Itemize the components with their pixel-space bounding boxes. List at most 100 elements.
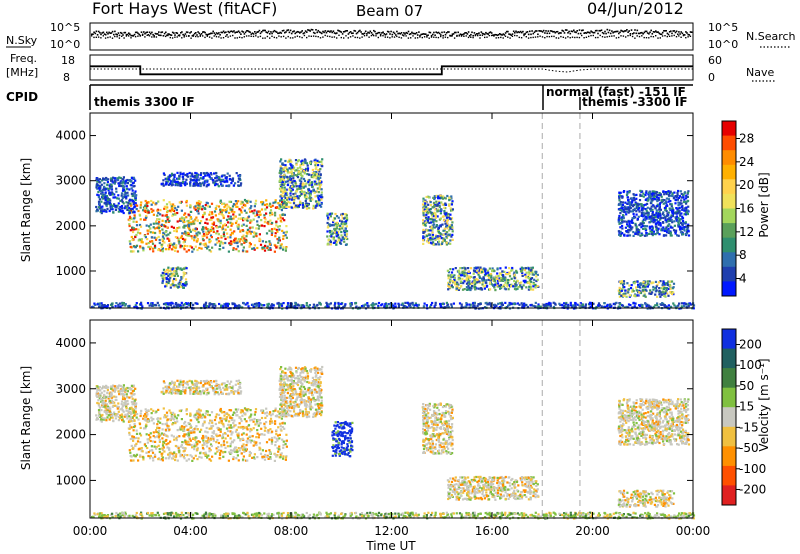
- echo-cell: [622, 294, 625, 297]
- echo-cell: [237, 200, 240, 203]
- echo-cell: [446, 227, 449, 230]
- echo-cell: [207, 245, 210, 248]
- echo-cell: [334, 228, 337, 231]
- search-noise-point: [128, 35, 130, 37]
- search-noise-point: [241, 37, 243, 39]
- echo-cell: [229, 215, 232, 218]
- echo-cell: [283, 213, 286, 216]
- echo-cell: [134, 304, 137, 307]
- echo-cell: [432, 241, 435, 244]
- noise-point: [407, 30, 410, 33]
- echo-cell: [178, 226, 181, 229]
- echo-cell: [230, 218, 233, 221]
- echo-cell: [163, 207, 166, 210]
- echo-cell: [124, 303, 127, 306]
- search-noise-point: [486, 36, 488, 38]
- echo-cell: [524, 276, 528, 279]
- noise-point: [522, 30, 524, 33]
- noise-point: [126, 33, 129, 36]
- echo-cell: [333, 231, 336, 234]
- echo-cell: [629, 207, 632, 210]
- noise-point: [511, 33, 514, 35]
- echo-cell: [261, 224, 264, 227]
- noise-point: [408, 33, 411, 36]
- echo-cell: [308, 184, 311, 187]
- echo-cell: [233, 230, 236, 233]
- echo-cell: [141, 305, 144, 308]
- noise-point: [489, 31, 492, 33]
- noise-point: [626, 29, 628, 31]
- echo-cell: [436, 209, 439, 213]
- echo-cell: [161, 250, 164, 253]
- echo-cell: [135, 208, 138, 211]
- echo-cell: [477, 271, 480, 274]
- echo-cell: [632, 216, 635, 220]
- echo-cell: [271, 204, 274, 207]
- echo-cell: [535, 270, 538, 273]
- noise-point: [448, 31, 450, 33]
- echo-cell: [456, 285, 459, 288]
- noise-point: [123, 31, 125, 34]
- search-noise-point: [604, 36, 606, 38]
- echo-cell: [426, 238, 430, 241]
- echo-cell: [178, 175, 181, 178]
- noise-point: [258, 29, 261, 32]
- echo-cell: [176, 236, 179, 239]
- echo-cell: [115, 187, 118, 190]
- noise-point: [386, 30, 389, 33]
- echo-cell: [180, 216, 184, 219]
- echo-cell: [446, 219, 449, 222]
- echo-cell: [306, 164, 309, 167]
- echo-cell: [521, 274, 524, 277]
- echo-cell: [108, 201, 111, 204]
- echo-cell: [307, 179, 310, 182]
- noise-point: [184, 33, 187, 35]
- noise-point: [486, 32, 488, 35]
- echo-cell: [100, 212, 103, 215]
- noise-point: [599, 30, 602, 32]
- noise-point: [332, 30, 335, 32]
- echo-cell: [175, 270, 178, 273]
- echo-cell: [657, 223, 660, 226]
- echo-cell: [170, 172, 174, 175]
- echo-cell: [341, 217, 344, 220]
- echo-cell: [311, 168, 314, 172]
- echo-cell: [488, 267, 491, 270]
- echo-cell: [468, 281, 471, 284]
- echo-cell: [534, 284, 537, 287]
- noise-point: [675, 30, 678, 33]
- echo-cell: [644, 217, 647, 220]
- search-noise-point: [386, 36, 389, 38]
- noise-point: [213, 32, 216, 34]
- echo-cell: [689, 303, 692, 306]
- search-noise-point: [151, 36, 153, 38]
- echo-cell: [685, 225, 688, 228]
- echo-cell: [192, 220, 195, 223]
- echo-cell: [660, 195, 663, 198]
- noise-point: [551, 30, 553, 32]
- echo-cell: [643, 214, 646, 217]
- echo-cell: [182, 177, 185, 181]
- noise-point: [186, 31, 189, 34]
- search-noise-point: [234, 37, 236, 39]
- echo-cell: [125, 195, 128, 198]
- echo-cell: [94, 303, 97, 306]
- echo-cell: [191, 250, 194, 253]
- echo-cell: [128, 188, 131, 191]
- echo-cell: [241, 206, 244, 209]
- noise-point: [206, 34, 209, 36]
- echo-cell: [100, 209, 103, 212]
- echo-cell: [681, 215, 684, 218]
- echo-cell: [422, 237, 425, 240]
- beam-label: Beam 07: [356, 2, 423, 20]
- noise-point: [677, 33, 679, 36]
- echo-cell: [233, 240, 236, 243]
- noise-point: [143, 31, 145, 33]
- echo-cell: [198, 182, 202, 185]
- echo-cell: [165, 280, 168, 283]
- echo-cell: [166, 180, 169, 183]
- echo-cell: [467, 267, 470, 270]
- noise-point: [437, 31, 440, 34]
- echo-cell: [313, 173, 317, 177]
- echo-cell: [205, 179, 208, 182]
